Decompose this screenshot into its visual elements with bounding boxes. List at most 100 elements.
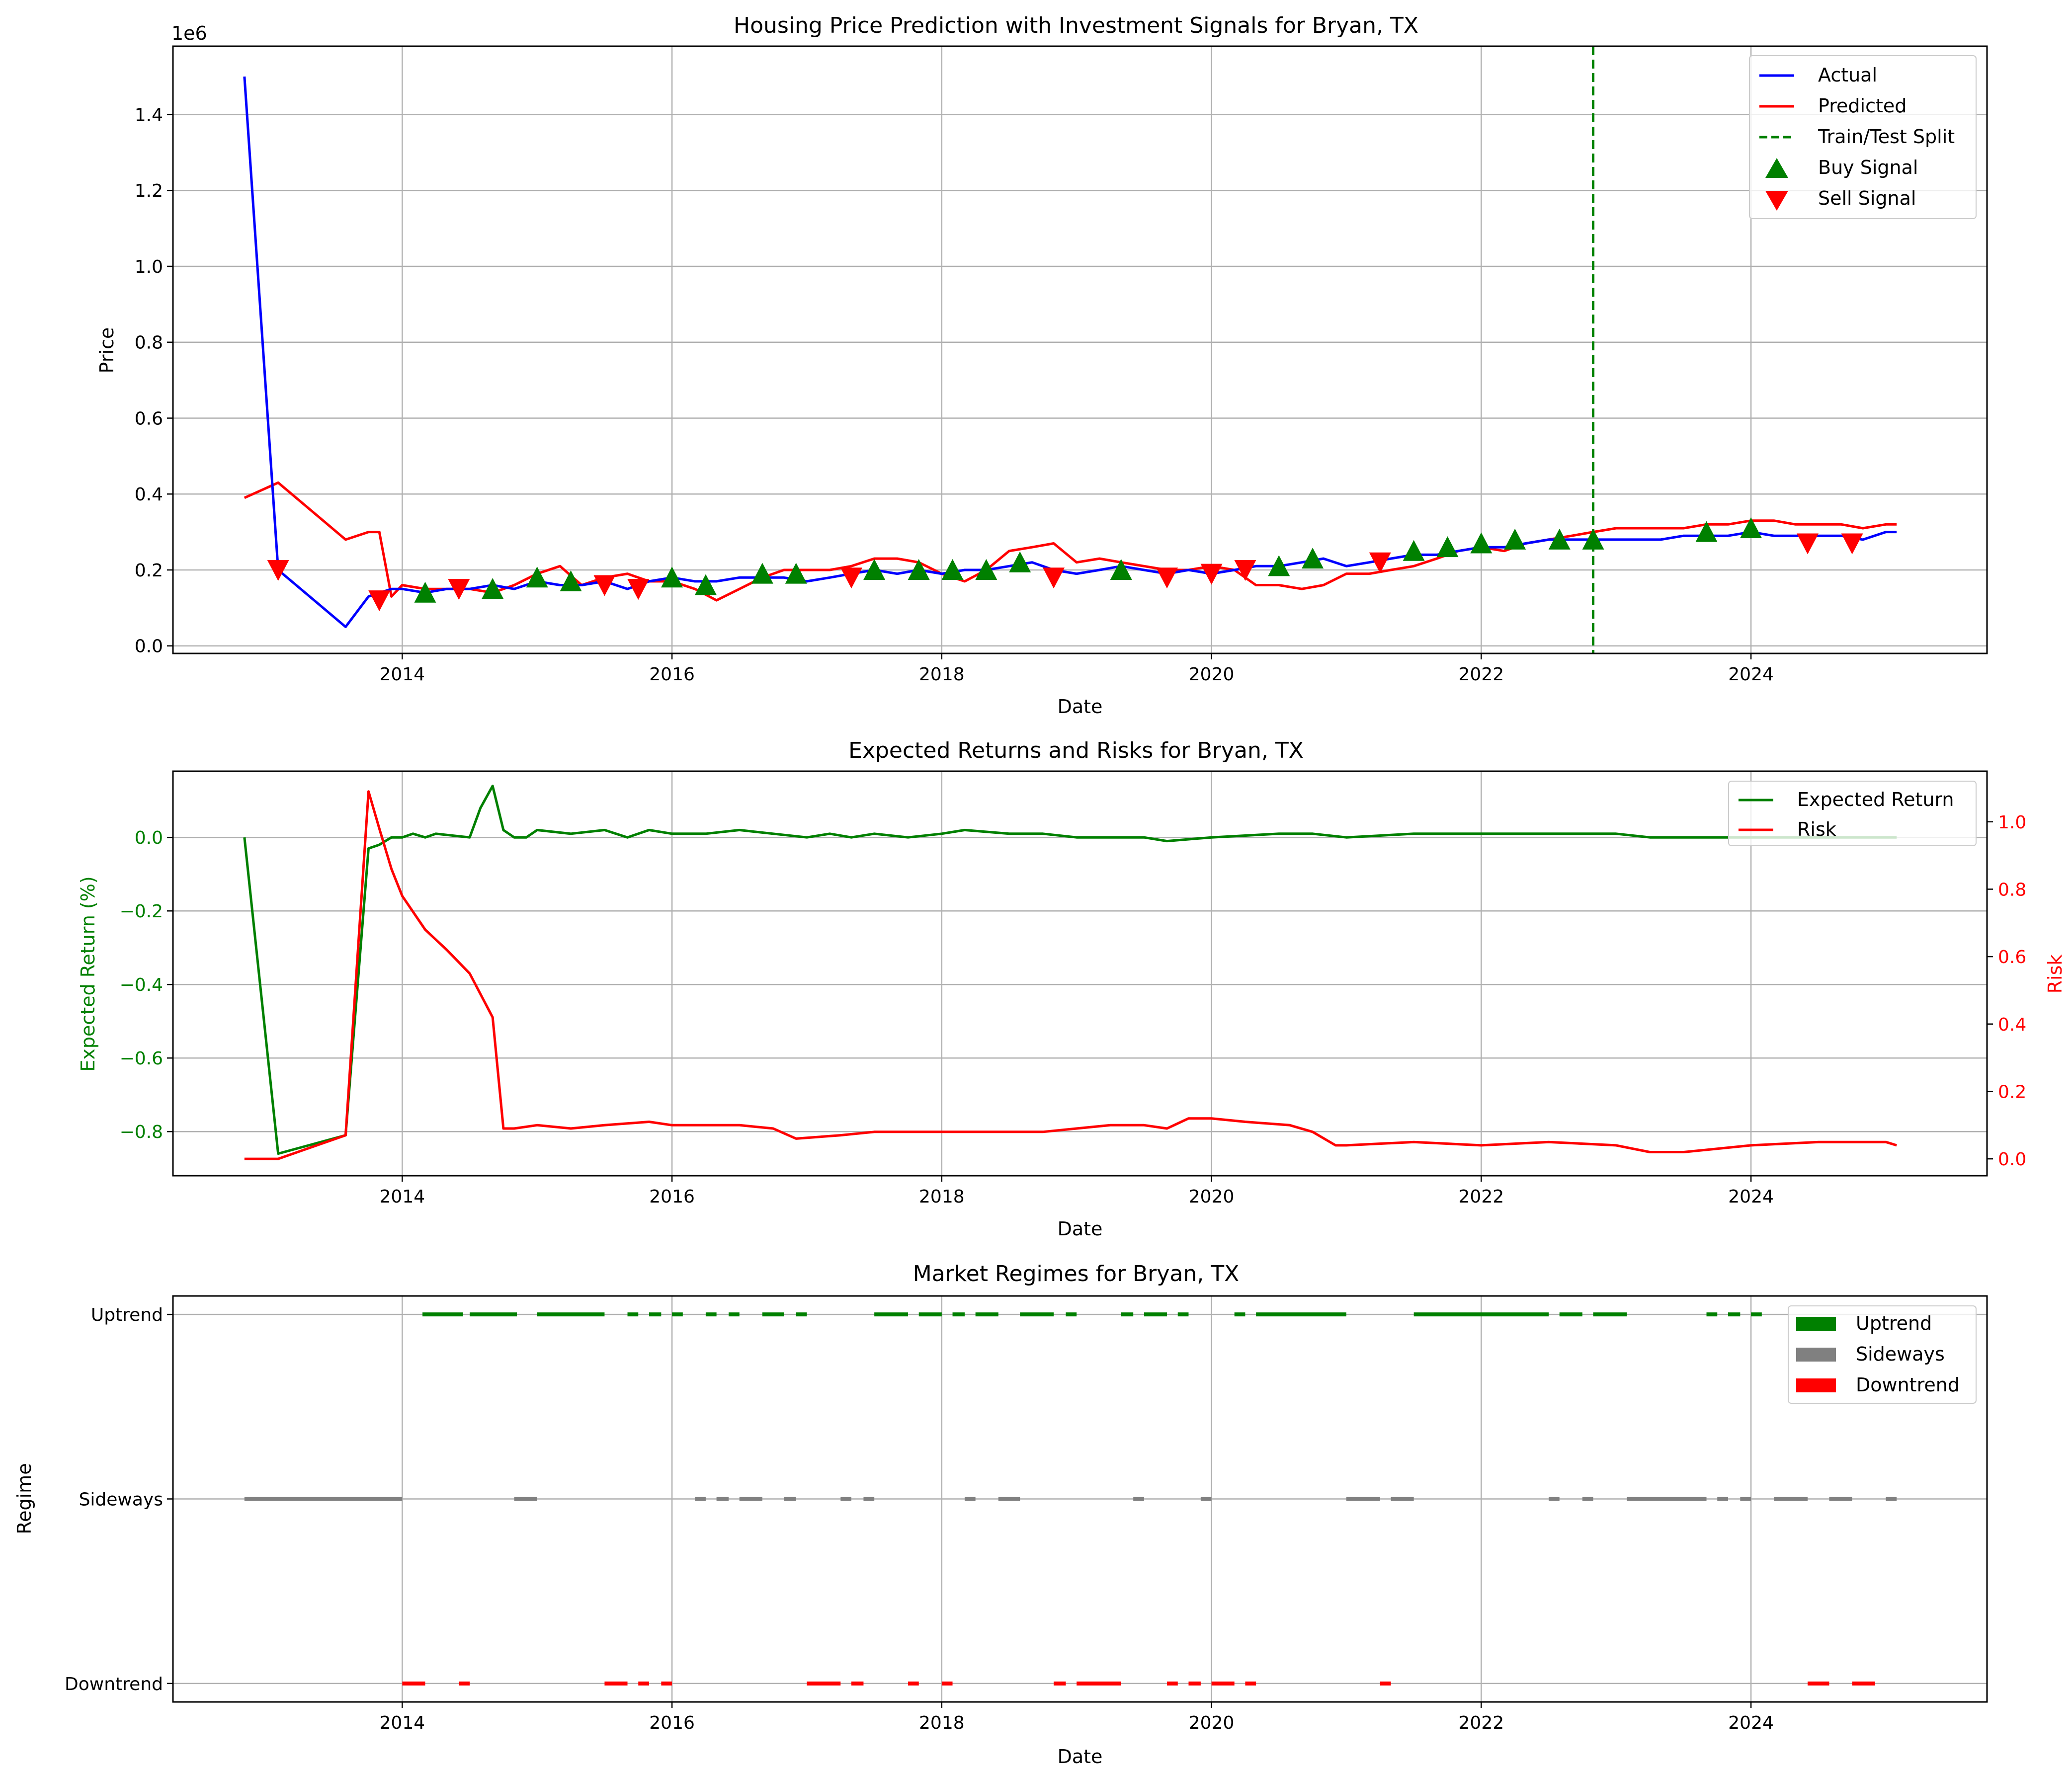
chart-title: Expected Returns and Risks for Bryan, TX: [848, 738, 1304, 763]
buy-signal-marker: [1470, 532, 1492, 554]
y-offset-label: 1e6: [171, 22, 207, 44]
plot-area: [244, 1312, 1897, 1686]
y-tick-label: Uptrend: [91, 1305, 163, 1325]
buy-signal-marker: [863, 559, 886, 580]
legend-box: [1749, 55, 1977, 219]
sell-signal-marker: [448, 579, 470, 600]
predicted-line: [244, 481, 1897, 602]
y-tick-label: 1.4: [135, 105, 163, 125]
plot-area: [243, 785, 1897, 1160]
buy-signal-marker: [1695, 521, 1718, 542]
buy-signal-marker: [1302, 548, 1324, 569]
legend-label-risk: Risk: [1797, 818, 1836, 840]
y-tick-label: 0.6: [135, 408, 163, 429]
x-tick-label: 2020: [1189, 1713, 1235, 1733]
y-tick-label: 1.0: [135, 257, 163, 277]
axes-frame: [172, 45, 1988, 654]
legend: Actual Predicted Train/Test Split Buy Si…: [1749, 55, 1977, 219]
sell-signal-marker: [267, 560, 289, 581]
y-tick-label-left: −0.2: [120, 901, 163, 922]
y-tick-label-right: 1.0: [1998, 812, 2026, 833]
x-tick-label: 2024: [1728, 1713, 1774, 1733]
x-axis-label: Date: [1058, 696, 1103, 718]
x-tick-label: 2018: [919, 664, 965, 685]
buy-signal-marker: [1504, 528, 1526, 550]
buy-signal-marker: [560, 570, 582, 591]
x-tick-label: 2014: [380, 1187, 425, 1207]
x-tick-label: 2022: [1459, 664, 1504, 685]
legend-swatch-downtrend: [1796, 1378, 1836, 1392]
legend-label-predicted: Predicted: [1818, 95, 1906, 117]
y-tick-label: 0.8: [135, 333, 163, 353]
x-tick-label: 2020: [1189, 664, 1235, 685]
x-tick-label: 2024: [1728, 1187, 1774, 1207]
y-axis-label-right: Risk: [2044, 955, 2066, 994]
legend-swatch-sell: [1765, 191, 1788, 211]
sell-signal-marker: [840, 567, 863, 589]
legend-label-sideways: Sideways: [1856, 1343, 1945, 1365]
sell-signal-marker: [1156, 567, 1178, 589]
legend: Uptrend Sideways Downtrend: [1788, 1305, 1977, 1404]
y-tick-label-left: 0.0: [135, 828, 163, 848]
buy-signal-marker: [1403, 540, 1425, 561]
y-axis-label-left: Expected Return (%): [77, 876, 99, 1071]
buy-signal-marker: [1740, 517, 1762, 538]
sell-signal-marker: [1043, 567, 1065, 589]
x-axis-label: Date: [1058, 1746, 1103, 1768]
y-tick-label-right: 0.8: [1998, 880, 2026, 900]
buy-signal-marker: [1009, 551, 1031, 572]
buy-signal-marker: [1268, 555, 1290, 576]
legend-label-downtrend: Downtrend: [1856, 1374, 1960, 1396]
sell-signal-marker: [1369, 552, 1391, 573]
legend-label-sell: Sell Signal: [1818, 187, 1916, 209]
x-tick-label: 2022: [1459, 1187, 1504, 1207]
grid: [173, 1296, 1987, 1702]
x-tick-label: 2024: [1728, 664, 1774, 685]
y-tick-label: 0.2: [135, 561, 163, 581]
panel-price-prediction: Housing Price Prediction with Investment…: [96, 13, 1988, 718]
x-tick-label: 2016: [649, 1713, 695, 1733]
legend-label-buy: Buy Signal: [1818, 157, 1918, 178]
y-axis-label: Price: [96, 327, 118, 374]
buy-signal-marker: [975, 559, 997, 580]
x-tick-label: 2014: [380, 1713, 425, 1733]
y-tick-label: 0.0: [135, 637, 163, 657]
y-tick-label-right: 0.4: [1998, 1015, 2026, 1035]
x-tick-label: 2022: [1459, 1713, 1504, 1733]
y-tick-label: Sideways: [79, 1490, 163, 1510]
axes-frame: [172, 770, 1988, 1177]
buy-signal-marker: [1548, 528, 1571, 550]
chart-title: Housing Price Prediction with Investment…: [734, 13, 1418, 38]
expected-return-line: [243, 785, 1897, 1155]
buy-signal-marker: [908, 559, 930, 580]
legend-label-actual: Actual: [1818, 64, 1877, 86]
legend-swatch-uptrend: [1796, 1317, 1836, 1331]
buy-signal-marker: [661, 566, 683, 588]
sell-signal-marker: [627, 579, 650, 600]
axis-ticks: 2014 2016 2018 2020 2022 2024 −0.8 −0.6 −0.4 −0.2…: [120, 812, 2027, 1207]
y-tick-label-left: −0.6: [120, 1048, 163, 1069]
buy-signal-marker: [751, 563, 773, 584]
sell-signal-marker: [1841, 533, 1863, 555]
legend-swatch-buy: [1765, 158, 1788, 178]
buy-signal-marker: [1110, 559, 1132, 580]
sell-signal-marker: [593, 575, 616, 596]
risk-line: [244, 790, 1897, 1160]
actual-line: [243, 76, 1897, 628]
sell-signal-marker: [368, 590, 391, 612]
buy-signal-marker: [694, 574, 717, 595]
y-tick-label: Downtrend: [65, 1674, 163, 1694]
legend-label-split: Train/Test Split: [1818, 126, 1955, 148]
legend-box: [1728, 781, 1977, 846]
buy-signal-marker: [941, 559, 964, 580]
buy-signal-marker: [526, 566, 548, 588]
buy-signal-marker: [482, 578, 504, 599]
panel-returns-risks: Expected Returns and Risks for Bryan, TX…: [77, 738, 2066, 1240]
x-tick-label: 2018: [919, 1187, 965, 1207]
buy-signal-marker: [1436, 536, 1459, 558]
x-tick-label: 2014: [380, 664, 425, 685]
grid: [173, 771, 1987, 1176]
panel-market-regimes: Market Regimes for Bryan, TX 2014 2016 201…: [13, 1261, 1988, 1768]
legend-label-uptrend: Uptrend: [1856, 1312, 1932, 1334]
